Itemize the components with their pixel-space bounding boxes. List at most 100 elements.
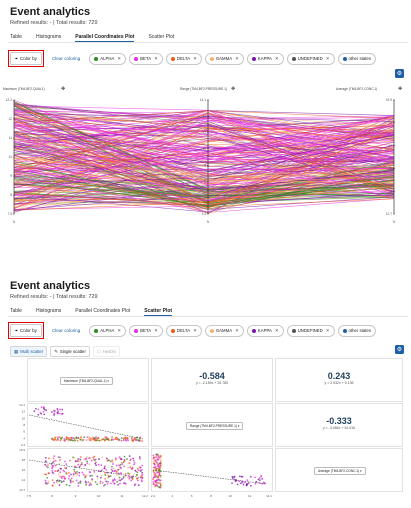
close-icon[interactable]: ✕ [117,55,122,61]
coloring-toolbar: ⌖ Color by Clear coloring ALPHA ✕ BETA ✕ DEL… [8,322,376,339]
scatter-point [98,439,101,442]
close-icon[interactable]: ✕ [274,327,279,333]
tab-scatter-plot[interactable]: Scatter Plot [148,34,175,40]
scatter-point [119,466,121,468]
scatter-point [87,438,90,441]
axis-tick-label: 2.4 [202,212,207,216]
scatter-point [246,479,249,482]
scatter-point [152,481,155,483]
filter-icon[interactable]: ⇅ [393,220,397,224]
scatter-point [126,457,128,460]
scatter-point [247,482,250,485]
tab-table[interactable]: Table [10,34,22,40]
state-chip[interactable]: DELTA ✕ [165,52,202,65]
state-chip[interactable]: BETA ✕ [129,324,163,337]
scatter-point [134,469,137,472]
stat-cell-3: -0.333 y = -3.084x + 34.016 [275,403,403,447]
state-chip[interactable]: GAMMA ✕ [204,324,244,337]
scatter-point [156,458,159,461]
scatter-point [104,472,106,474]
close-icon[interactable]: ✕ [193,327,197,333]
clear-coloring-link[interactable]: Clear coloring [51,328,81,333]
close-icon[interactable]: ✕ [274,55,279,61]
close-icon[interactable]: ✕ [193,55,197,61]
color-by-button[interactable]: ⌖ Color by [10,52,42,65]
scatter-point [111,470,114,472]
scatter-point [33,410,36,413]
close-icon[interactable]: ✕ [154,327,158,333]
scatter-point [114,479,116,482]
hexbin-button[interactable]: ⬡ Hexbin [92,346,121,357]
gear-icon[interactable]: ⚙ [395,69,404,78]
state-chip[interactable]: DELTA ✕ [165,324,202,337]
filter-icon[interactable]: ⇅ [13,220,17,224]
state-chip[interactable]: other states [337,52,376,65]
scatter-point [132,457,135,460]
close-icon[interactable]: ✕ [117,327,122,333]
stat-cell-2: 0.243 y = 2.932x + 0.135 [275,358,403,402]
tab-histograms[interactable]: Histograms [35,34,62,40]
scatter-point [56,437,59,440]
close-icon[interactable]: ✕ [235,327,239,333]
axis-move-icon[interactable]: ✥ [231,86,236,92]
scatter-point [133,463,135,466]
state-chip[interactable]: UNDEFINED ✕ [286,52,335,65]
scatter-point [73,470,76,473]
close-icon[interactable]: ✕ [154,55,158,61]
chip-label: DELTA [176,56,191,61]
gear-icon[interactable]: ⚙ [395,345,404,354]
state-chip[interactable]: other states [337,324,376,337]
scatter-point [159,481,162,484]
tab-scatter-plot[interactable]: Scatter Plot [144,308,173,316]
scatter-point [88,457,91,459]
scatter-point [70,437,73,439]
scatter-point [254,482,257,485]
single-scatter-button[interactable]: ✎ Single scatter [50,346,90,357]
scatter-point [61,436,64,439]
chip-label: BETA [140,56,152,61]
close-icon[interactable]: ✕ [325,55,330,61]
state-chip[interactable]: ALPHA ✕ [89,324,127,337]
state-chip[interactable]: KAPPA ✕ [246,52,284,65]
scatter-point [108,439,110,442]
variable-select-max[interactable]: Maximum (TM4-BF2-QUAL.1) ▾ [60,377,114,385]
clear-coloring-link[interactable]: Clear coloring [51,56,81,61]
scatter-point [37,413,40,416]
variable-select-avg[interactable]: Average (TM4-BF2-CONC.1) ▾ [314,467,366,475]
scatter-point [57,456,60,459]
filter-icon[interactable]: ⇅ [207,220,211,224]
results-summary: Refined results: - | Total results: 729 [10,294,98,300]
tab-parallel-coordinates[interactable]: Parallel Coordinates Plot [75,308,131,314]
parallel-coordinates-plot[interactable]: 12.2121110987.5⇅14.11412108642.4⇅19.9191… [0,94,411,234]
scatter-point [157,475,160,478]
scatter-point [76,440,79,442]
axis-move-icon[interactable]: ✥ [398,86,403,92]
axis-move-icon[interactable]: ✥ [61,86,66,92]
scatter-point [96,475,99,478]
scatter-point [261,477,264,480]
state-chip[interactable]: KAPPA ✕ [246,324,284,337]
state-chip[interactable]: ALPHA ✕ [89,52,127,65]
tab-table[interactable]: Table [10,308,22,314]
tab-parallel-coordinates[interactable]: Parallel Coordinates Plot [75,34,135,42]
scatter-point [56,436,58,439]
axis-tick-label: 14.1 [19,403,25,407]
multi-scatter-button[interactable]: ▦ Multi scatter [10,346,48,357]
scatter-point [140,480,143,483]
close-icon[interactable]: ✕ [325,327,330,333]
close-icon[interactable]: ✕ [235,55,239,61]
scatter-point [69,459,71,462]
scatter-point [74,472,77,475]
state-chip[interactable]: BETA ✕ [129,52,163,65]
selector-cell-range: Range (TM4-BF2-PRESSURE.1) ▾ [151,403,273,447]
state-chip[interactable]: UNDEFINED ✕ [286,324,335,337]
color-by-button[interactable]: ⌖ Color by [10,324,42,337]
axis-tick-label: 7.5 [8,212,13,216]
tab-histograms[interactable]: Histograms [35,308,62,314]
variable-select-range[interactable]: Range (TM4-BF2-PRESSURE.1) ▾ [186,422,244,430]
scatter-point [65,436,68,439]
scatter-point [128,477,131,480]
state-chip[interactable]: GAMMA ✕ [204,52,244,65]
color-dot [342,56,347,61]
